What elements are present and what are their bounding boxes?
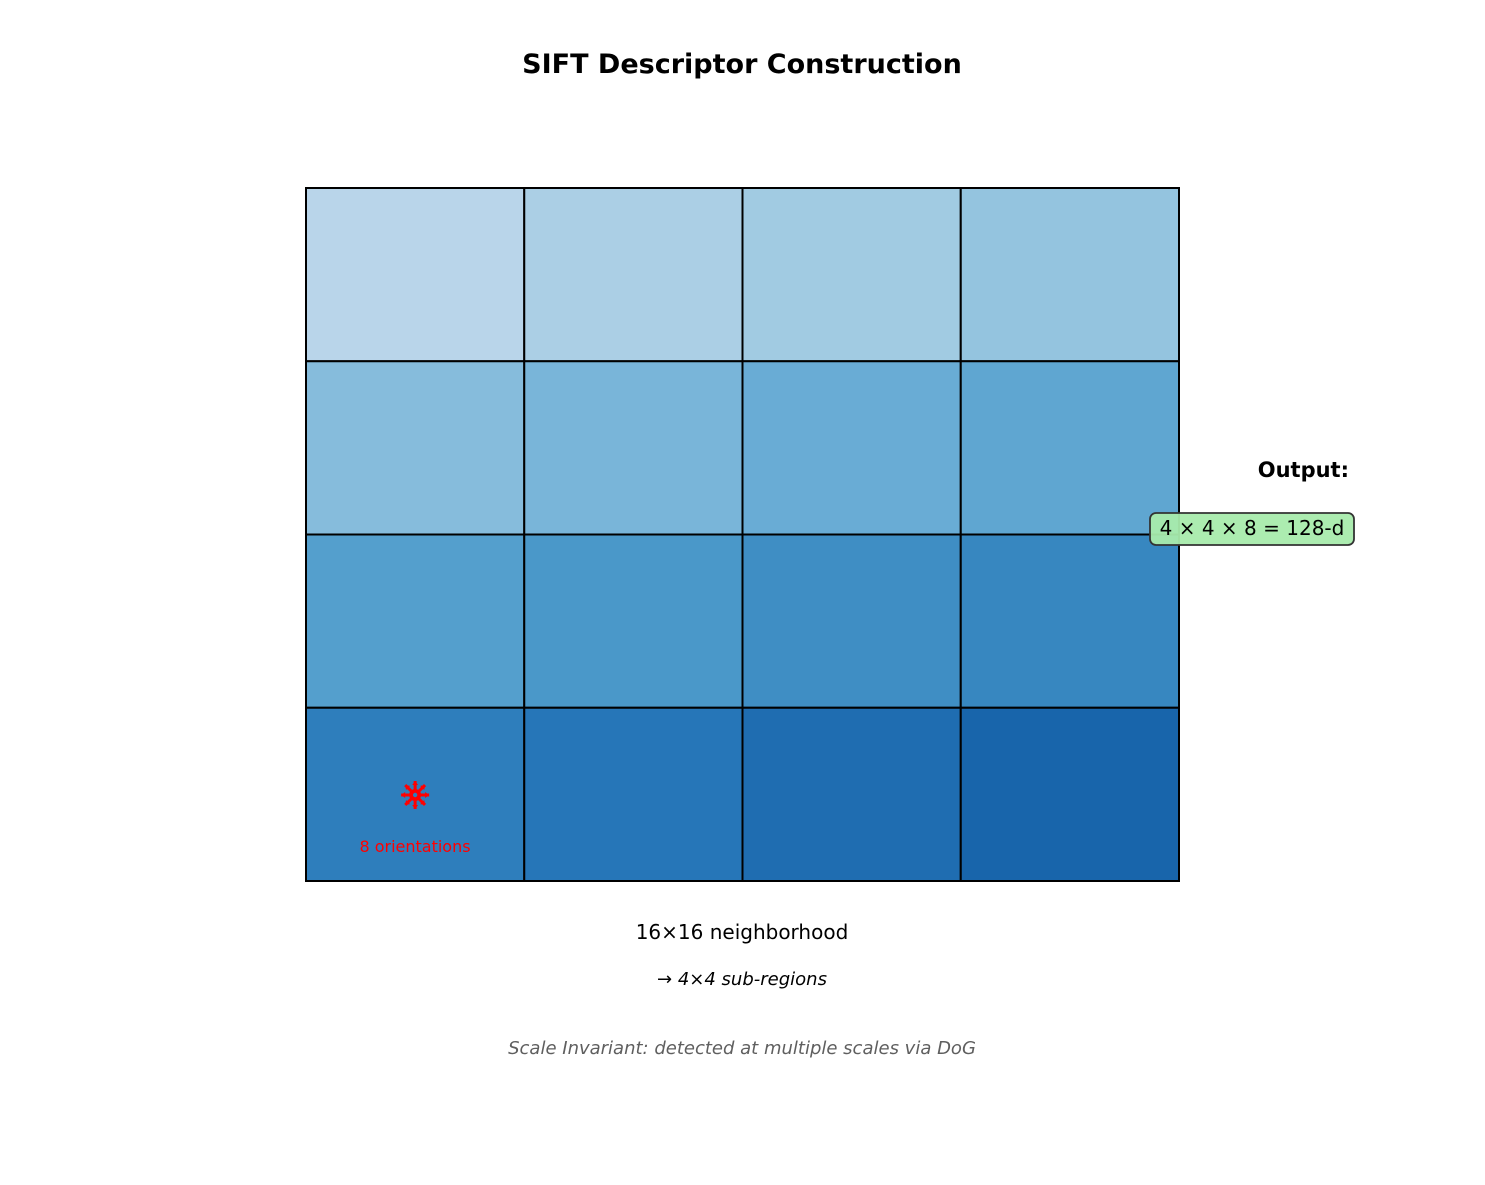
grid-cell-r1-c2	[523, 187, 744, 363]
orientation-arrowhead	[420, 799, 426, 805]
orientation-arrowhead	[405, 785, 411, 791]
output-value-box	[1149, 512, 1355, 546]
grid-cell-r2-c4	[959, 360, 1180, 536]
grid-cell-r3-c3	[741, 533, 962, 709]
grid-cell-r4-c3	[741, 706, 962, 882]
scale-invariance-note: Scale Invariant: detected at multiple sc…	[508, 1038, 976, 1059]
grid-cell-r3-c4	[959, 533, 1180, 709]
neighborhood-caption: 16×16 neighborhood	[636, 920, 849, 944]
orientation-arrowhead	[412, 804, 419, 809]
output-value: 4 × 4 × 8 = 128-d	[1160, 516, 1345, 540]
orientation-arrowhead	[405, 799, 411, 805]
grid-cell-r1-c4	[959, 187, 1180, 363]
diagram-title: SIFT Descriptor Construction	[522, 49, 962, 80]
grid-cell-r3-c2	[523, 533, 744, 709]
grid-cell-r3-c1	[305, 533, 526, 709]
grid-cell-r4-c4	[959, 706, 1180, 882]
sub-region-grid	[305, 187, 1180, 882]
orientation-arrowhead	[412, 781, 419, 786]
orientation-arrowhead	[401, 792, 406, 798]
grid-cell-r1-c3	[741, 187, 962, 363]
orientation-arrowhead	[425, 792, 430, 798]
orientation-marker	[401, 781, 430, 809]
orientation-label: 8 orientations	[359, 837, 470, 856]
grid-cell-r2-c1	[305, 360, 526, 536]
sub-regions-caption: → 4×4 sub-regions	[657, 969, 827, 990]
orientation-arrowhead	[420, 785, 426, 791]
grid-cell-r2-c2	[523, 360, 744, 536]
grid-cell-r2-c3	[741, 360, 962, 536]
orientation-center-dot	[412, 792, 418, 798]
grid-cell-r4-c2	[523, 706, 744, 882]
output-heading: Output:	[1258, 458, 1349, 482]
grid-cell-r1-c1	[305, 187, 526, 363]
